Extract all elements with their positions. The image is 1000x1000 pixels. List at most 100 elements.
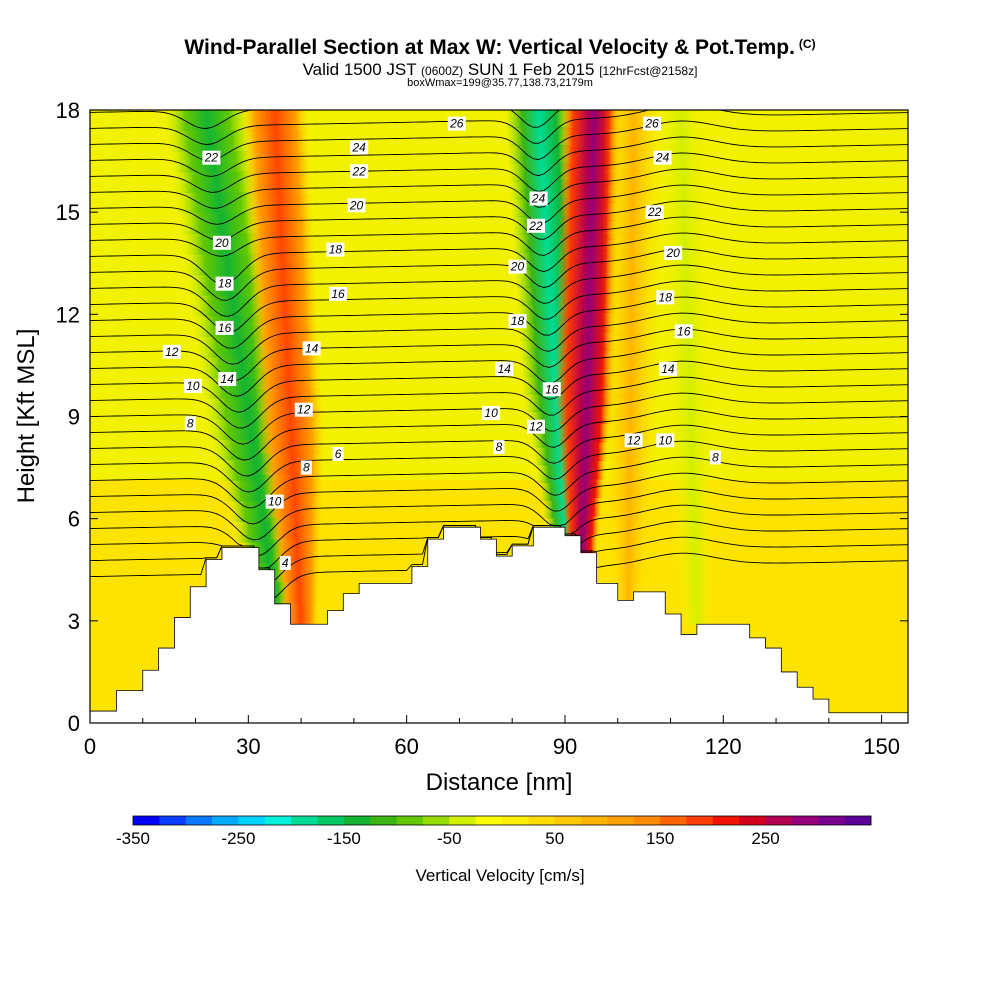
colorbar-swatch — [607, 816, 635, 825]
colorbar-label: -50 — [437, 829, 462, 848]
downdraft-central-segment — [507, 144, 576, 164]
updraft-east-weak-segment — [604, 477, 655, 499]
downdraft-east-weak-segment — [675, 559, 716, 582]
theta-contour-line — [90, 504, 908, 557]
updraft-west-segment — [241, 110, 310, 132]
theta-label: 12 — [294, 402, 313, 417]
theta-contour-line — [90, 440, 908, 493]
theta-label: 14 — [495, 361, 514, 376]
x-axis-title: Distance [nm] — [426, 769, 573, 796]
downdraft-west-1-segment — [174, 191, 263, 214]
theta-label-text: 20 — [510, 260, 525, 274]
theta-label-bg — [624, 433, 643, 448]
theta-label-text: 16 — [331, 287, 345, 301]
theta-label-bg — [215, 276, 234, 291]
colorbar-swatch — [554, 816, 582, 825]
theta-label-text: 18 — [329, 243, 343, 257]
theta-label: 12 — [526, 419, 545, 434]
theta-label-bg — [212, 235, 231, 250]
theta-label: 18 — [508, 314, 527, 329]
theta-label: 22 — [645, 205, 664, 220]
theta-label-bg — [162, 344, 181, 359]
theta-label-bg — [350, 140, 369, 155]
theta-label: 10 — [656, 433, 675, 448]
theta-label-text: 24 — [531, 192, 546, 206]
theta-contour-line — [90, 152, 908, 193]
theta-label: 4 — [279, 555, 291, 570]
colorbar-swatch — [791, 816, 819, 825]
colorbar-label: -250 — [221, 829, 255, 848]
theta-label-bg — [643, 116, 662, 131]
theta-label-text: 24 — [655, 151, 670, 165]
theta-contour-line — [90, 312, 908, 365]
theta-label: 22 — [526, 218, 545, 233]
updraft-west-segment — [250, 280, 319, 304]
x-tick-label: 120 — [705, 734, 742, 759]
theta-label-text: 8 — [187, 416, 194, 430]
x-tick-label: 30 — [236, 734, 260, 759]
downdraft-east-weak-segment — [654, 216, 715, 240]
theta-label-bg — [218, 372, 237, 387]
colorbar-swatch — [422, 816, 450, 825]
theta-label-bg — [709, 450, 721, 465]
updraft-east-weak-segment — [602, 232, 663, 254]
theta-label-bg — [350, 164, 369, 179]
theta-label-bg — [326, 242, 345, 257]
theta-label-text: 12 — [529, 420, 543, 434]
x-tick-label: 0 — [84, 734, 96, 759]
y-tick-label: 12 — [56, 302, 80, 327]
x-tick-label: 60 — [394, 734, 418, 759]
downdraft-east-weak-segment — [673, 538, 717, 561]
theta-label: 10 — [183, 378, 202, 393]
colorbar-swatch — [475, 816, 503, 825]
colorbar-frame — [132, 815, 872, 826]
theta-label-text: 24 — [351, 140, 366, 154]
colorbar-swatch — [185, 816, 213, 825]
theta-label-bg — [674, 324, 693, 339]
theta-label: 16 — [329, 286, 348, 301]
theta-label: 6 — [332, 446, 344, 461]
theta-contour-line — [90, 136, 908, 177]
downdraft-east-weak-segment — [656, 259, 717, 282]
theta-label-bg — [656, 290, 675, 305]
colorbar-swatch — [159, 816, 187, 825]
y-tick-label: 15 — [56, 200, 80, 225]
axes: 0 30 60 90 120 150 0 3 6 9 12 15 18 — [56, 98, 908, 759]
theta-contour-line — [90, 110, 561, 129]
theta-label: 10 — [265, 494, 284, 509]
theta-label-bg — [508, 314, 527, 329]
updraft-east-weak-segment — [601, 252, 662, 274]
y-axis-title: Height [Kft MSL] — [13, 329, 40, 504]
theta-label-text: 12 — [627, 433, 641, 447]
updraft-east-weak-segment — [603, 150, 664, 172]
colorbar-swatch — [502, 816, 529, 825]
updraft-east-weak-segment — [600, 354, 661, 377]
theta-contour-line — [90, 248, 908, 301]
updraft-central-segment — [557, 423, 611, 443]
theta-label-text: 20 — [214, 236, 229, 250]
theta-label: 18 — [215, 276, 234, 291]
theta-contour-line — [90, 168, 908, 209]
theta-contour-line — [90, 216, 908, 257]
updraft-east-weak-segment — [600, 395, 661, 417]
colorbar: -350 -250 -150 -50 50 150 250 — [116, 815, 872, 848]
updraft-central-segment — [554, 367, 615, 388]
theta-label-text: 8 — [712, 450, 719, 464]
colorbar-swatch — [528, 816, 556, 825]
colorbar-swatch — [581, 816, 608, 825]
updraft-west-segment — [272, 538, 322, 561]
theta-label: 24 — [350, 140, 369, 155]
theta-label-text: 16 — [677, 324, 691, 338]
theta-contour-line — [90, 360, 908, 413]
theta-label-bg — [495, 361, 514, 376]
colorbar-title: Vertical Velocity [cm/s] — [415, 866, 584, 885]
theta-label-text: 16 — [218, 321, 232, 335]
updraft-east-weak-segment — [601, 334, 662, 356]
updraft-west-segment — [245, 195, 314, 218]
colorbar-swatch — [238, 816, 266, 825]
y-tick-label: 6 — [68, 507, 80, 532]
theta-label-bg — [302, 341, 321, 356]
theta-label-text: 14 — [305, 341, 319, 355]
downdraft-east-weak-segment — [665, 473, 720, 497]
